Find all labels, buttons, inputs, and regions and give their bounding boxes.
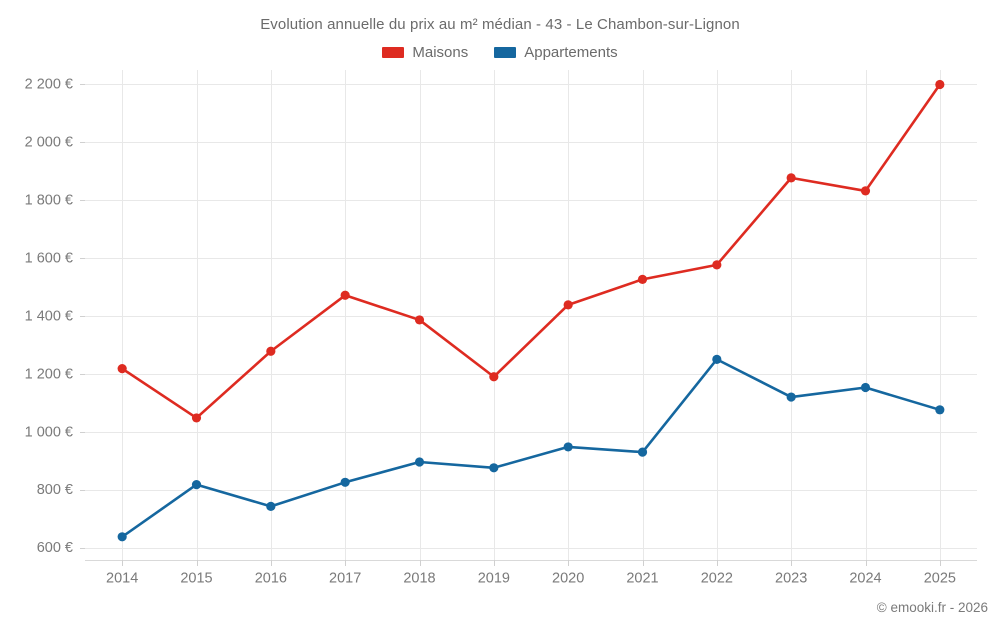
legend-label-appartements: Appartements: [524, 44, 618, 61]
series-line-appartements: [120, 358, 942, 539]
x-axis-tick-label: 2023: [775, 571, 807, 587]
x-axis-tick-label: 2016: [255, 571, 287, 587]
x-axis-tick-label: 2022: [701, 571, 733, 587]
y-axis-tick-label: 1 200 €: [25, 366, 73, 382]
gridlines: [85, 70, 977, 561]
y-axis-tick-labels: 600 € 800 € 1 000 € 1 200 € 1 400 € 1 600 € 1 …: [25, 76, 85, 556]
x-axis-tick-label: 2019: [478, 571, 510, 587]
data-point-appartements-2014[interactable]: Appartements 2014: 640 €: [117, 532, 127, 542]
y-axis-tick-label: 2 000 €: [25, 134, 73, 150]
data-point-maisons-2019[interactable]: Maisons 2019: 1192 €: [489, 372, 499, 382]
y-axis-tick-label: 1 600 €: [25, 250, 73, 266]
x-axis-tick-label: 2017: [329, 571, 361, 587]
chart-title: Evolution annuelle du prix au m² médian …: [260, 16, 740, 33]
y-axis-tick-label: 1 800 €: [25, 192, 73, 208]
data-point-maisons-2024[interactable]: Maisons 2024: 1833 €: [860, 186, 871, 196]
data-point-maisons-2023[interactable]: Maisons 2023: 1878 €: [786, 173, 796, 183]
data-point-maisons-2020[interactable]: Maisons 2020: 1440 €: [563, 300, 573, 310]
legend-swatch-appartements: [494, 47, 517, 58]
x-axis-tick-label: 2025: [924, 571, 956, 587]
data-point-appartements-2018[interactable]: Appartements 2018: 898 €: [414, 457, 425, 467]
y-axis-tick-label: 1 000 €: [25, 424, 73, 440]
data-point-appartements-2016[interactable]: Appartements 2016: 745 €: [266, 501, 276, 511]
data-point-appartements-2020[interactable]: Appartements 2020: 950 €: [563, 442, 573, 452]
data-point-appartements-2017[interactable]: Appartements 2017: 828 €: [340, 477, 350, 487]
legend-swatch-maisons: [382, 47, 405, 58]
credit-text: © emooki.fr - 2026: [876, 600, 988, 615]
data-point-appartements-2022[interactable]: Appartements 2022: 1252 €: [712, 354, 722, 364]
data-point-maisons-2022[interactable]: Maisons 2022: 1578 €: [712, 260, 722, 270]
y-axis-tick-label: 1 400 €: [25, 308, 73, 324]
x-axis-tick-label: 2020: [552, 571, 584, 587]
x-axis-tick-label: 2024: [849, 571, 881, 587]
legend-item-maisons[interactable]: Maisons: [382, 44, 468, 61]
data-point-maisons-2017[interactable]: Maisons 2017: 1473 €: [340, 290, 350, 300]
data-point-maisons-2016[interactable]: Maisons 2016: 1280 €: [266, 346, 276, 356]
data-point-maisons-2021[interactable]: Maisons 2021: 1528 €: [637, 274, 648, 284]
data-point-appartements-2023[interactable]: Appartements 2023: 1122 €: [786, 392, 796, 402]
data-series: Maisons 2014: 1220 € Maisons 2015: 1050 €…: [117, 79, 945, 542]
data-point-maisons-2015[interactable]: Maisons 2015: 1050 €: [191, 413, 202, 423]
y-axis-tick-label: 800 €: [37, 482, 73, 498]
x-axis-tick-label: 2014: [106, 571, 138, 587]
data-point-appartements-2015[interactable]: Appartements 2015: 820 €: [191, 480, 202, 490]
data-point-maisons-2014[interactable]: Maisons 2014: 1220 €: [117, 364, 127, 374]
y-axis-tick-label: 600 €: [37, 540, 73, 556]
y-axis-tick-label: 2 200 €: [25, 76, 73, 92]
legend-label-maisons: Maisons: [412, 44, 469, 61]
data-point-appartements-2024[interactable]: Appartements 2024: 1155 €: [860, 382, 871, 393]
x-axis-tick-label: 2018: [403, 571, 435, 587]
x-axis-tick-labels: 2014 2015 2016 2017 2018 2019 2020 2021 2022 2023…: [106, 571, 956, 587]
legend-item-appartements[interactable]: Appartements: [494, 44, 618, 61]
x-axis-tick-label: 2021: [626, 571, 658, 587]
data-point-appartements-2019[interactable]: Appartements 2019: 878 €: [489, 463, 499, 473]
chart-legend: Maisons Appartements: [0, 44, 1000, 61]
x-axis-tick-label: 2015: [180, 571, 212, 587]
x-axis-tick-marks: [122, 560, 941, 566]
data-point-appartements-2021[interactable]: Appartements 2021: 932 €: [637, 447, 648, 457]
data-point-maisons-2018[interactable]: Maisons 2018: 1388 €: [414, 315, 425, 325]
series-line-maisons: [120, 83, 942, 420]
data-point-appartements-2025[interactable]: Appartements 2025: 1078 €: [935, 405, 945, 415]
